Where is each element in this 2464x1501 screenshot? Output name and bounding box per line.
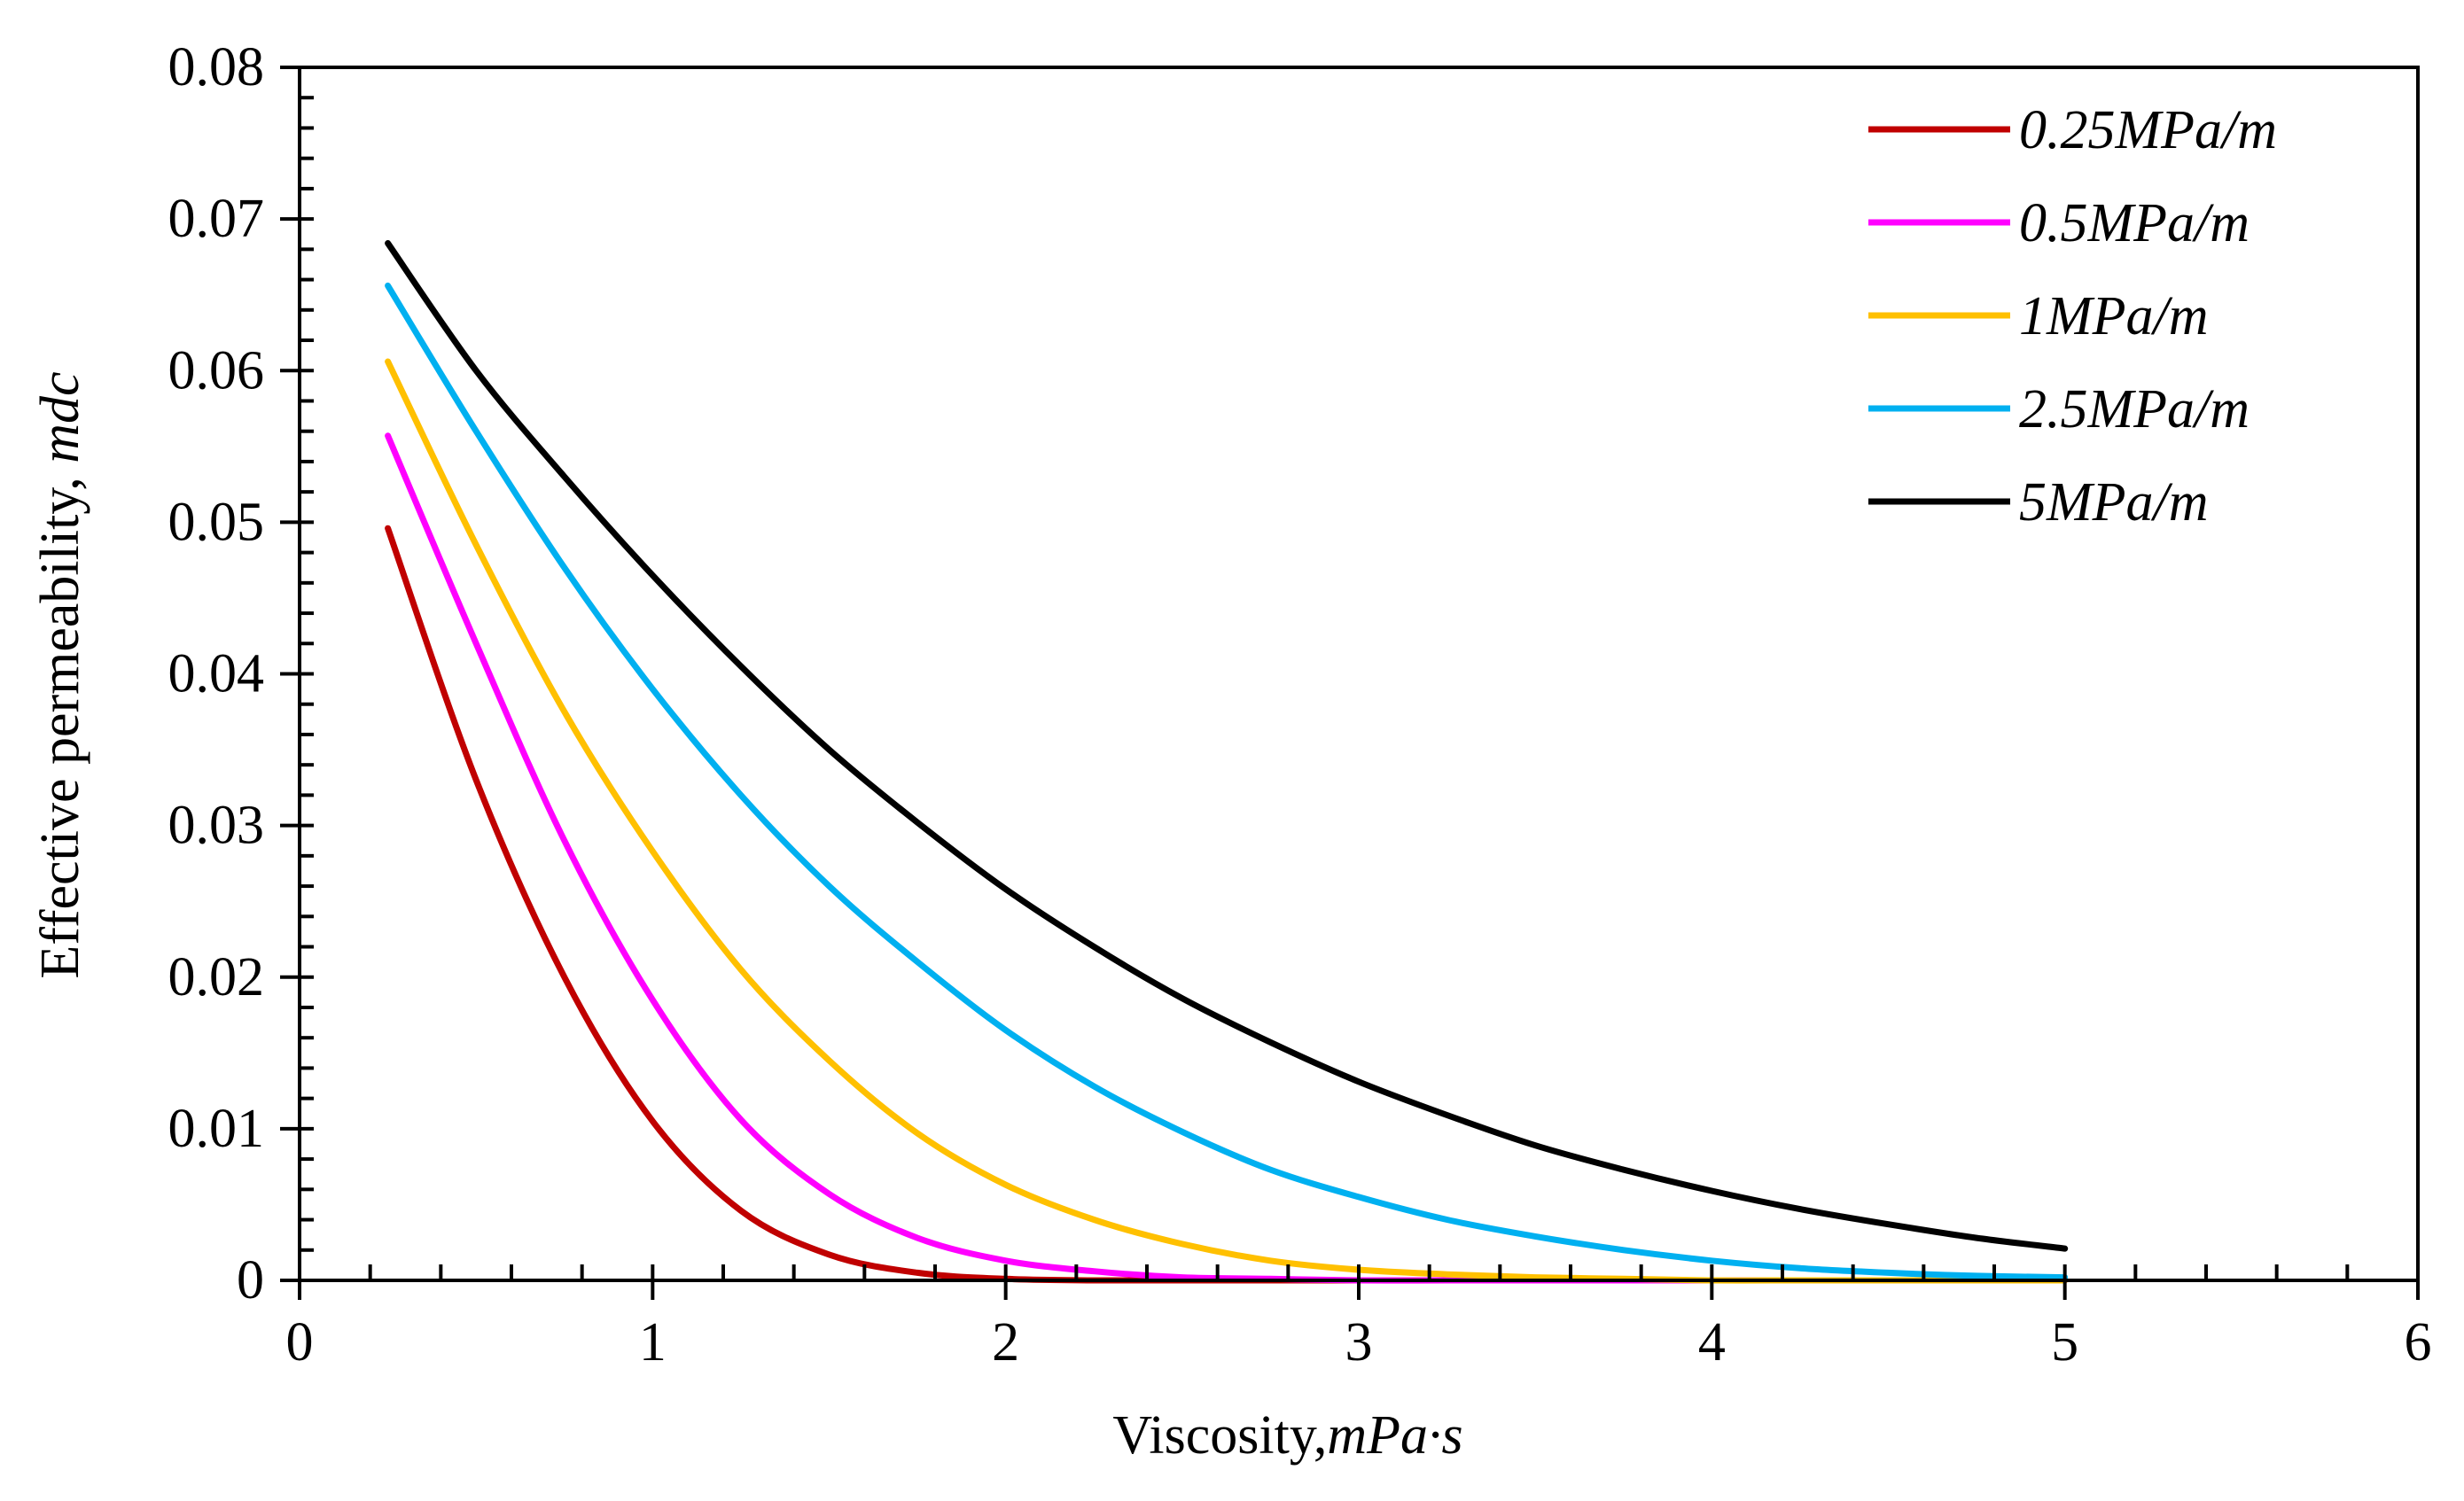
legend-label: 2.5MPa/m bbox=[2019, 379, 2250, 439]
y-tick-label: 0 bbox=[237, 1250, 264, 1310]
x-axis-title-unit: mPa·s bbox=[1327, 1405, 1462, 1466]
y-tick-label: 0.01 bbox=[168, 1099, 265, 1159]
y-tick-label: 0.07 bbox=[168, 189, 265, 249]
x-tick-label: 1 bbox=[639, 1312, 667, 1373]
legend-label: 0.5MPa/m bbox=[2019, 193, 2250, 253]
legend-label: 0.25MPa/m bbox=[2019, 100, 2277, 160]
x-axis-title-text: Viscosity, bbox=[1112, 1405, 1327, 1466]
x-tick-label: 2 bbox=[992, 1312, 1019, 1373]
tick-labels-layer: 0 1 2 3 4 5 6 0 0.01 0.02 0.03 0.04 0.05 0.06 0.07 0.08 bbox=[168, 37, 2432, 1373]
y-tick-label: 0.03 bbox=[168, 796, 265, 856]
y-axis-title-text: Effective permeability, bbox=[30, 477, 90, 978]
y-tick-label: 0.04 bbox=[168, 644, 265, 704]
ticks-layer bbox=[280, 66, 2420, 1300]
x-tick-label: 0 bbox=[286, 1312, 314, 1373]
series-line-4 bbox=[385, 240, 2069, 1252]
x-tick-label: 3 bbox=[1345, 1312, 1373, 1373]
legend: 0.25MPa/m 0.5MPa/m 1MPa/m 2.5MPa/m 5MPa/m bbox=[1868, 100, 2277, 533]
x-tick-label: 4 bbox=[1698, 1312, 1726, 1373]
legend-label: 1MPa/m bbox=[2019, 286, 2209, 346]
x-tick-label: 6 bbox=[2405, 1312, 2432, 1373]
y-axis-title: Effective permeability, mdc bbox=[30, 371, 90, 978]
y-tick-label: 0.02 bbox=[168, 947, 265, 1007]
x-tick-label: 5 bbox=[2051, 1312, 2078, 1373]
y-tick-label: 0.05 bbox=[168, 492, 265, 552]
series-line-3 bbox=[385, 282, 2069, 1281]
x-axis-title: Viscosity,mPa·s bbox=[1112, 1405, 1462, 1466]
y-tick-label: 0.06 bbox=[168, 340, 265, 401]
legend-label: 5MPa/m bbox=[2019, 472, 2209, 533]
y-tick-label: 0.08 bbox=[168, 37, 265, 97]
y-axis-title-unit: mdc bbox=[30, 371, 90, 463]
